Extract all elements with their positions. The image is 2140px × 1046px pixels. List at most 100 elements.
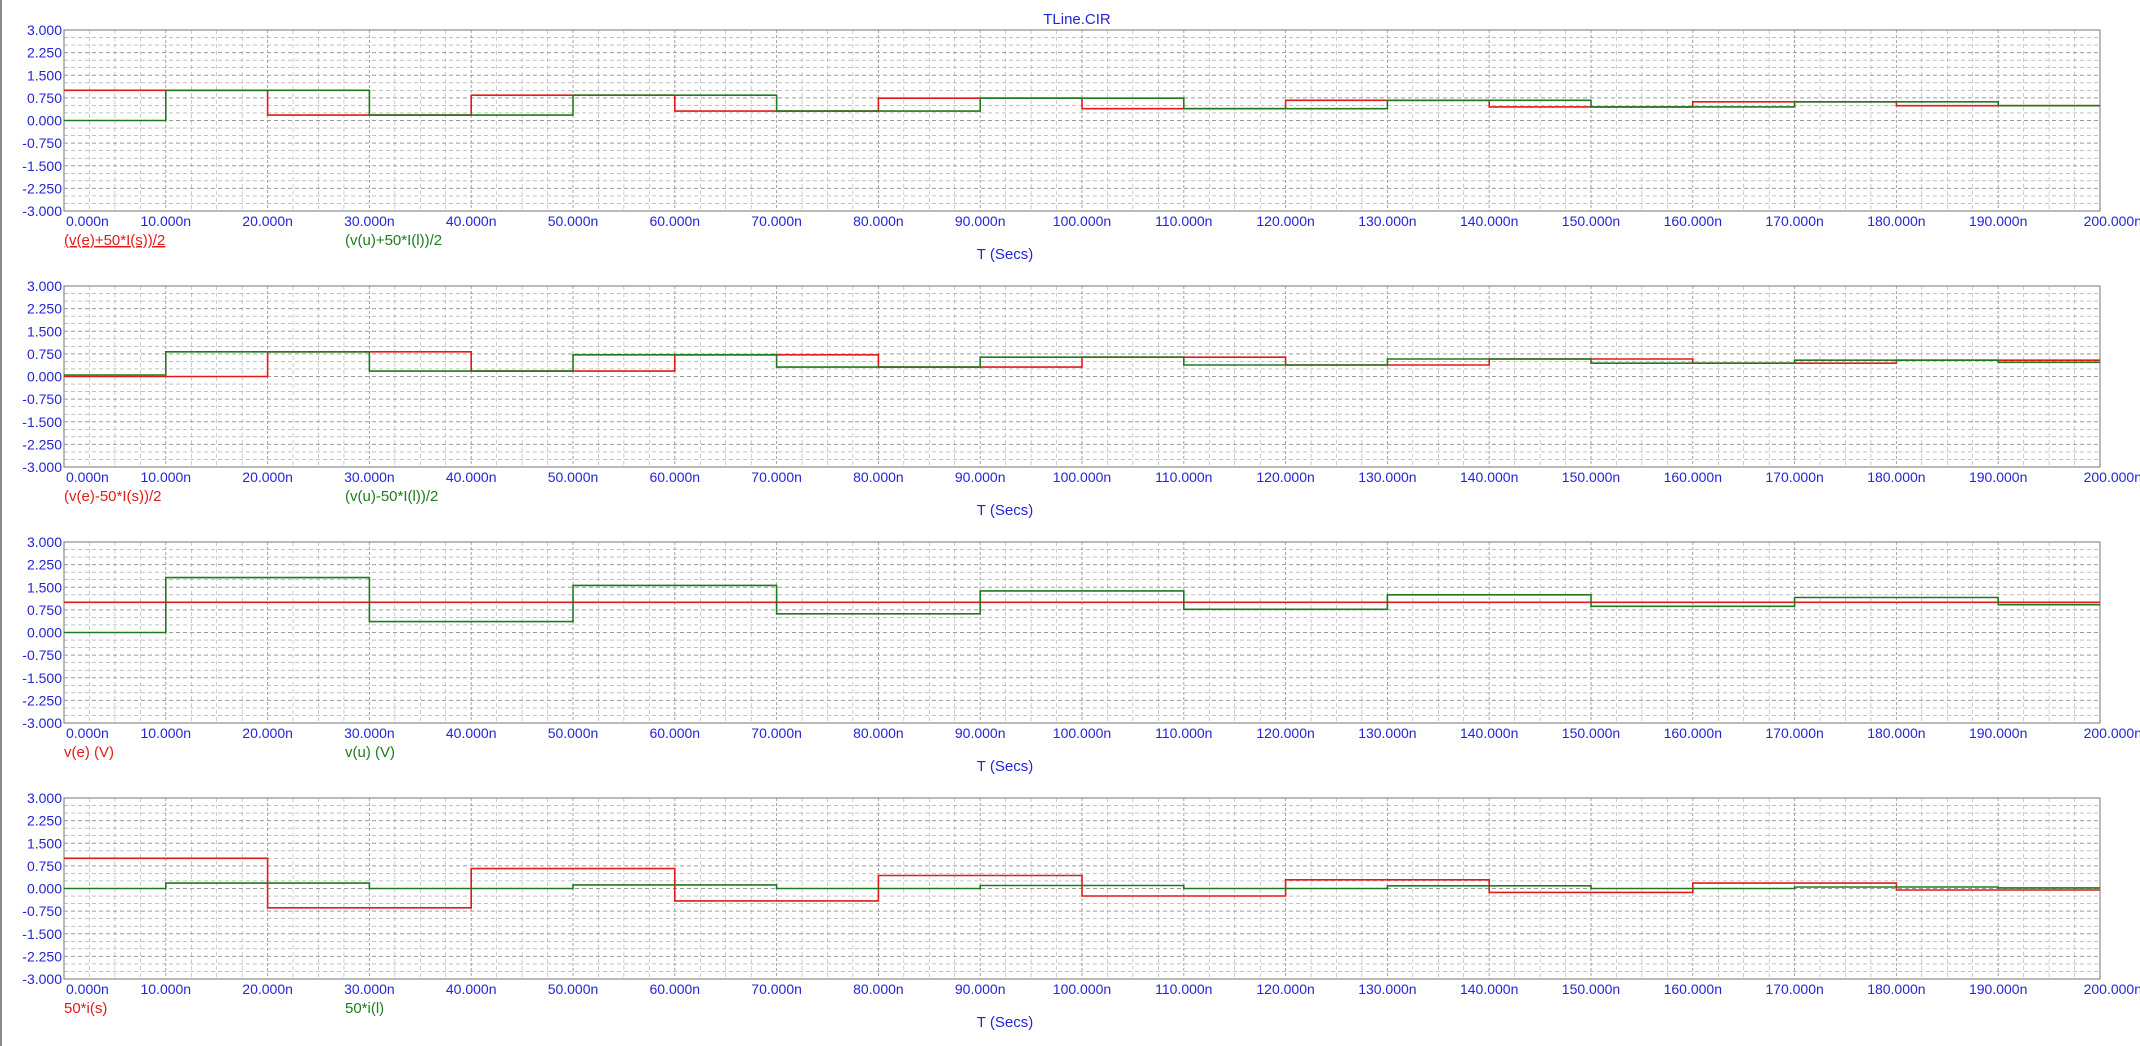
legend-label: v(e) (V)	[64, 744, 114, 761]
x-axis-label: T (Secs)	[977, 758, 1033, 775]
x-tick-label: 80.000n	[853, 981, 904, 997]
x-tick-label: 120.000n	[1256, 213, 1314, 229]
x-tick-label: 100.000n	[1053, 981, 1111, 997]
series-line-2	[64, 351, 2100, 376]
x-tick-label: 30.000n	[344, 725, 395, 741]
y-tick-label: -3.000	[22, 715, 62, 731]
y-tick-label: -1.500	[22, 670, 62, 686]
x-tick-label: 30.000n	[344, 469, 395, 485]
x-tick-label: 120.000n	[1256, 469, 1314, 485]
x-axis-label: T (Secs)	[977, 502, 1033, 519]
x-tick-label: 130.000n	[1358, 981, 1416, 997]
x-tick-label: 170.000n	[1765, 981, 1823, 997]
x-tick-label: 60.000n	[649, 981, 700, 997]
y-tick-label: -0.750	[22, 647, 62, 663]
x-tick-label: 80.000n	[853, 213, 904, 229]
x-tick-label: 160.000n	[1664, 469, 1722, 485]
x-tick-label: 100.000n	[1053, 213, 1111, 229]
y-tick-label: 3.000	[27, 534, 62, 550]
y-tick-label: -1.500	[22, 158, 62, 174]
y-tick-label: -3.000	[22, 459, 62, 475]
x-tick-label: 60.000n	[649, 725, 700, 741]
y-tick-label: 2.250	[27, 45, 62, 61]
x-tick-label: 160.000n	[1664, 213, 1722, 229]
legend-label: v(u) (V)	[345, 744, 395, 761]
y-tick-label: -0.750	[22, 391, 62, 407]
y-tick-label: 3.000	[27, 22, 62, 38]
x-tick-label: 20.000n	[242, 981, 293, 997]
x-tick-label: 70.000n	[751, 725, 802, 741]
x-tick-label: 180.000n	[1867, 213, 1925, 229]
x-tick-label: 10.000n	[140, 213, 191, 229]
x-tick-label: 70.000n	[751, 981, 802, 997]
x-tick-label: 60.000n	[649, 213, 700, 229]
x-tick-label: 130.000n	[1358, 213, 1416, 229]
x-tick-label: 70.000n	[751, 213, 802, 229]
x-tick-label: 70.000n	[751, 469, 802, 485]
x-tick-label: 190.000n	[1969, 981, 2027, 997]
legend-label: 50*i(l)	[345, 1000, 384, 1017]
y-tick-label: 3.000	[27, 278, 62, 294]
x-tick-label: 50.000n	[548, 981, 599, 997]
y-tick-label: -0.750	[22, 135, 62, 151]
series-line-2	[64, 89, 2100, 122]
x-tick-label: 170.000n	[1765, 469, 1823, 485]
x-tick-label: 80.000n	[853, 469, 904, 485]
x-tick-label: 110.000n	[1155, 469, 1212, 485]
x-tick-label: 190.000n	[1969, 725, 2027, 741]
x-tick-label: 20.000n	[242, 725, 293, 741]
x-tick-label: 170.000n	[1765, 213, 1823, 229]
x-axis-label: T (Secs)	[977, 246, 1033, 263]
y-tick-label: 0.000	[27, 113, 62, 129]
x-tick-label: 200.000n	[2084, 469, 2140, 485]
x-tick-label: 110.000n	[1155, 981, 1212, 997]
x-tick-label: 60.000n	[649, 469, 700, 485]
x-tick-label: 130.000n	[1358, 725, 1416, 741]
legend-label: (v(e)-50*I(s))/2	[64, 488, 162, 505]
y-tick-label: -3.000	[22, 203, 62, 219]
series-line-2	[64, 882, 2100, 890]
y-tick-label: 0.750	[27, 858, 62, 874]
legend-label: (v(e)+50*I(s))/2	[64, 232, 165, 249]
x-tick-label: 90.000n	[955, 213, 1006, 229]
y-tick-label: 0.750	[27, 346, 62, 362]
y-tick-label: 2.250	[27, 813, 62, 829]
x-tick-label: 40.000n	[446, 213, 497, 229]
y-tick-label: -2.250	[22, 180, 62, 196]
y-tick-label: 0.000	[27, 881, 62, 897]
x-tick-label: 190.000n	[1969, 213, 2027, 229]
x-tick-label: 150.000n	[1562, 213, 1620, 229]
x-tick-label: 0.000n	[66, 469, 109, 485]
x-tick-label: 90.000n	[955, 725, 1006, 741]
y-tick-label: -1.500	[22, 414, 62, 430]
y-tick-label: 2.250	[27, 301, 62, 317]
x-axis-label: T (Secs)	[977, 1014, 1033, 1031]
y-tick-label: 0.000	[27, 625, 62, 641]
x-tick-label: 130.000n	[1358, 469, 1416, 485]
x-tick-label: 140.000n	[1460, 469, 1518, 485]
y-tick-label: -1.500	[22, 926, 62, 942]
x-tick-label: 200.000n	[2084, 725, 2140, 741]
x-tick-label: 90.000n	[955, 981, 1006, 997]
x-tick-label: 0.000n	[66, 213, 109, 229]
x-tick-label: 200.000n	[2084, 213, 2140, 229]
y-tick-label: 1.500	[27, 579, 62, 595]
x-tick-label: 200.000n	[2084, 981, 2140, 997]
x-tick-label: 40.000n	[446, 469, 497, 485]
x-tick-label: 160.000n	[1664, 725, 1722, 741]
legend-label: 50*i(s)	[64, 1000, 107, 1017]
x-tick-label: 10.000n	[140, 981, 191, 997]
x-tick-label: 160.000n	[1664, 981, 1722, 997]
x-tick-label: 180.000n	[1867, 469, 1925, 485]
x-tick-label: 40.000n	[446, 725, 497, 741]
y-tick-label: -2.250	[22, 436, 62, 452]
y-tick-label: 1.500	[27, 835, 62, 851]
x-tick-label: 10.000n	[140, 725, 191, 741]
chart-panel-4: 3.000 2.250 1.500 0.750 0.000 -0.750 -1.500 -2.…	[22, 790, 2140, 1031]
x-tick-label: 100.000n	[1053, 469, 1111, 485]
x-tick-label: 30.000n	[344, 213, 395, 229]
y-tick-label: 0.000	[27, 369, 62, 385]
y-tick-label: 0.750	[27, 602, 62, 618]
